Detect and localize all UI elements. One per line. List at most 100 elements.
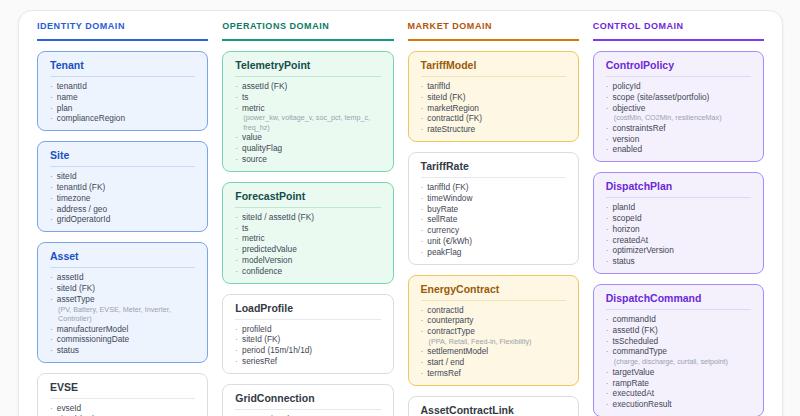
field-label: buyRate	[427, 204, 458, 215]
bullet-icon: ·	[421, 305, 424, 316]
field-label: gridOperatorId	[57, 214, 111, 225]
field-row: · siteId (FK)	[50, 283, 195, 294]
bullet-icon: ·	[421, 225, 424, 236]
entity-card-loadprofile: LoadProfile·profileId·siteId (FK)·period…	[222, 294, 393, 374]
field-row: ·siteId / assetId (FK)	[235, 212, 380, 223]
field-row: ·profileId	[235, 324, 380, 335]
field-label: planId	[613, 202, 636, 213]
field-row: ·manufacturerModel	[50, 324, 195, 335]
field-list: ·tariffId (FK)·timeWindow·buyRate·sellRa…	[421, 182, 566, 258]
bullet-icon: ·	[50, 345, 53, 356]
field-label: ts	[242, 92, 248, 103]
bullet-icon: ·	[606, 144, 609, 155]
title-divider	[421, 300, 566, 301]
bullet-icon: ·	[235, 103, 238, 114]
bullet-icon: ·	[50, 272, 53, 283]
field-row: ·settlementModel	[421, 346, 566, 357]
field-row: ·status	[606, 256, 751, 267]
entity-title: EnergyContract	[421, 284, 566, 295]
entity-card-tenant: Tenant·tenantId·name·plan·complianceRegi…	[37, 51, 208, 131]
field-label: qualityFlag	[242, 143, 282, 154]
field-label: tenantId (FK)	[57, 182, 105, 193]
bullet-icon: ·	[421, 204, 424, 215]
bullet-icon: ·	[421, 315, 424, 326]
entity-title: ForecastPoint	[235, 191, 380, 202]
diagram-panel: IDENTITY DOMAINTenant·tenantId·name·plan…	[18, 10, 783, 416]
bullet-icon: ·	[606, 388, 609, 399]
bullet-icon: ·	[421, 357, 424, 368]
field-row: ·assetType	[50, 294, 195, 305]
field-label: siteId	[57, 171, 77, 182]
field-row: ·objective	[606, 103, 751, 114]
entity-title: Asset	[50, 251, 195, 262]
bullet-icon: ·	[235, 356, 238, 367]
entity-title: TariffRate	[421, 161, 566, 172]
field-label: executionResult	[613, 399, 672, 410]
entity-card-gridconnection: GridConnection·connectionId·siteId (FK)·…	[222, 384, 393, 416]
field-label: rampRate	[613, 378, 649, 389]
bullet-icon: ·	[606, 123, 609, 134]
field-label: tenantId	[57, 81, 87, 92]
entity-card-telemetrypoint: TelemetryPoint·assetId (FK)·ts·metric(po…	[222, 51, 393, 172]
field-enum-note: (PV, Battery, EVSE, Meter, Inverter, Con…	[50, 305, 195, 324]
field-label: (charge, discharge, curtail, setpoint)	[614, 357, 728, 366]
field-label: siteId (FK)	[57, 283, 95, 294]
field-label: (costMin, CO2Min, resilienceMax)	[614, 113, 722, 122]
field-label: executedAt	[613, 388, 655, 399]
entity-card-asset: Asset·assetId·siteId (FK)·assetType(PV, …	[37, 242, 208, 363]
field-label: source	[242, 154, 267, 165]
title-divider	[50, 76, 195, 77]
field-row: ·enabled	[606, 144, 751, 155]
bullet-icon: ·	[606, 367, 609, 378]
field-list: ·tenantId·name·plan·complianceRegion	[50, 81, 195, 124]
field-label: marketRegion	[427, 103, 479, 114]
entity-card-controlpolicy: ControlPolicy·policyId·scope (site/asset…	[593, 51, 764, 162]
field-label: settlementModel	[427, 346, 488, 357]
bullet-icon: ·	[235, 255, 238, 266]
field-row: ·tsScheduled	[606, 336, 751, 347]
field-label: value	[242, 132, 262, 143]
entity-card-dispatchcommand: DispatchCommand·commandId·assetId (FK)·t…	[593, 284, 764, 416]
field-enum-note: (power_kw, voltage_v, soc_pct, temp_c, f…	[235, 113, 380, 132]
field-label: commandId	[613, 314, 656, 325]
field-label: status	[57, 345, 79, 356]
title-divider	[235, 76, 380, 77]
field-row: ·optimizerVersion	[606, 245, 751, 256]
bullet-icon: ·	[421, 236, 424, 247]
bullet-icon: ·	[50, 171, 53, 182]
field-list: ·siteId / assetId (FK)·ts·metric·predict…	[235, 212, 380, 277]
field-row: ·metric	[235, 103, 380, 114]
field-label: assetType	[57, 294, 95, 305]
field-label: siteId (FK)	[242, 334, 280, 345]
field-list: ·policyId·scope (site/asset/portfolio)·o…	[606, 81, 751, 155]
field-row: ·ts	[235, 92, 380, 103]
field-label: constraintsRef	[613, 123, 666, 134]
title-divider	[606, 309, 751, 310]
title-divider	[421, 76, 566, 77]
field-enum-note: (PPA, Retail, Feed-in, Flexibility)	[421, 337, 566, 347]
domain-columns: IDENTITY DOMAINTenant·tenantId·name·plan…	[37, 21, 764, 416]
field-row: ·seriesRef	[235, 356, 380, 367]
field-row: · commandType	[606, 346, 751, 357]
field-list: ·contractId·counterparty·contractType(PP…	[421, 305, 566, 379]
entity-title: Site	[50, 150, 195, 161]
field-label: (PV, Battery, EVSE, Meter, Inverter, Con…	[58, 305, 171, 324]
bullet-icon: ·	[606, 224, 609, 235]
bullet-icon: ·	[50, 92, 53, 103]
bullet-icon: ·	[606, 346, 609, 357]
field-row: ·executionResult	[606, 399, 751, 410]
bullet-icon: ·	[50, 193, 53, 204]
field-row: ·predictedValue	[235, 244, 380, 255]
field-enum-note: (charge, discharge, curtail, setpoint)	[606, 357, 751, 367]
bullet-icon: ·	[606, 378, 609, 389]
field-label: start / end	[427, 357, 464, 368]
field-label: assetId (FK)	[242, 81, 287, 92]
field-list: ·evseId·siteId (FK)·clusterId	[50, 403, 195, 416]
field-row: ·assetId (FK)	[235, 81, 380, 92]
field-label: commandType	[613, 346, 667, 357]
field-label: optimizerVersion	[613, 245, 674, 256]
field-row: ·sellRate	[421, 214, 566, 225]
field-row: ·policyId	[606, 81, 751, 92]
bullet-icon: ·	[50, 283, 53, 294]
field-label: objective	[613, 103, 646, 114]
